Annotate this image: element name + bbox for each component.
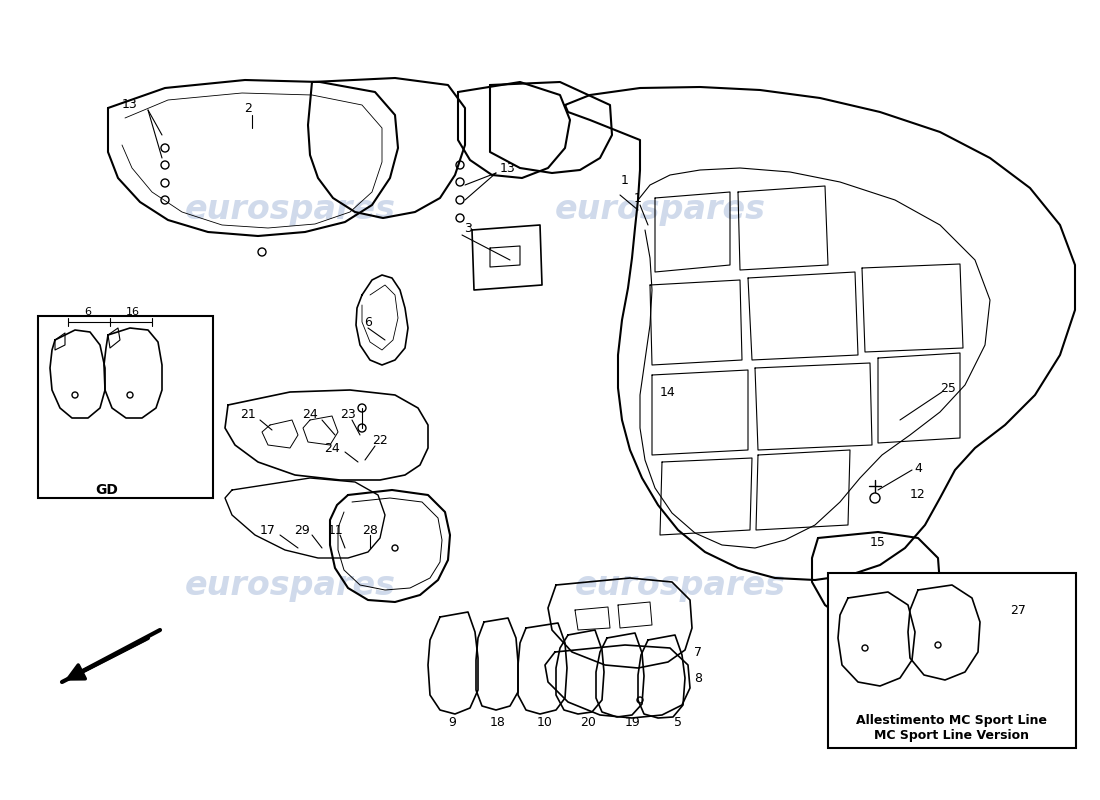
Text: 1: 1 <box>634 191 642 205</box>
Text: 23: 23 <box>340 409 356 422</box>
Text: 2: 2 <box>244 102 252 114</box>
Text: 3: 3 <box>464 222 472 234</box>
Text: 27: 27 <box>1010 603 1026 617</box>
Text: 24: 24 <box>302 409 318 422</box>
Text: eurospares: eurospares <box>185 194 396 226</box>
Text: 20: 20 <box>580 715 596 729</box>
Text: 13: 13 <box>122 98 138 111</box>
Text: 11: 11 <box>328 523 344 537</box>
Text: 29: 29 <box>294 523 310 537</box>
Text: GD: GD <box>96 483 119 497</box>
Text: 21: 21 <box>240 409 256 422</box>
Text: 22: 22 <box>372 434 388 446</box>
Text: 8: 8 <box>694 671 702 685</box>
Text: eurospares: eurospares <box>185 569 396 602</box>
Text: 14: 14 <box>660 386 675 398</box>
Text: 17: 17 <box>260 523 276 537</box>
Text: 18: 18 <box>491 715 506 729</box>
Text: 13: 13 <box>500 162 516 174</box>
Text: 7: 7 <box>694 646 702 658</box>
Text: 28: 28 <box>362 523 378 537</box>
Text: eurospares: eurospares <box>574 569 785 602</box>
FancyBboxPatch shape <box>39 316 213 498</box>
Text: 12: 12 <box>910 489 926 502</box>
Text: 24: 24 <box>324 442 340 454</box>
Text: Allestimento MC Sport Line
MC Sport Line Version: Allestimento MC Sport Line MC Sport Line… <box>857 714 1047 742</box>
Text: 6: 6 <box>85 307 91 317</box>
Text: 10: 10 <box>537 715 553 729</box>
Text: 1: 1 <box>621 174 629 186</box>
Text: 16: 16 <box>126 307 140 317</box>
Text: 4: 4 <box>914 462 922 474</box>
Text: 9: 9 <box>448 715 455 729</box>
Text: 5: 5 <box>674 715 682 729</box>
Text: 25: 25 <box>940 382 956 394</box>
Text: eurospares: eurospares <box>554 194 766 226</box>
FancyBboxPatch shape <box>828 573 1076 748</box>
Text: 19: 19 <box>625 715 641 729</box>
Text: 6: 6 <box>364 315 372 329</box>
Text: 15: 15 <box>870 535 886 549</box>
